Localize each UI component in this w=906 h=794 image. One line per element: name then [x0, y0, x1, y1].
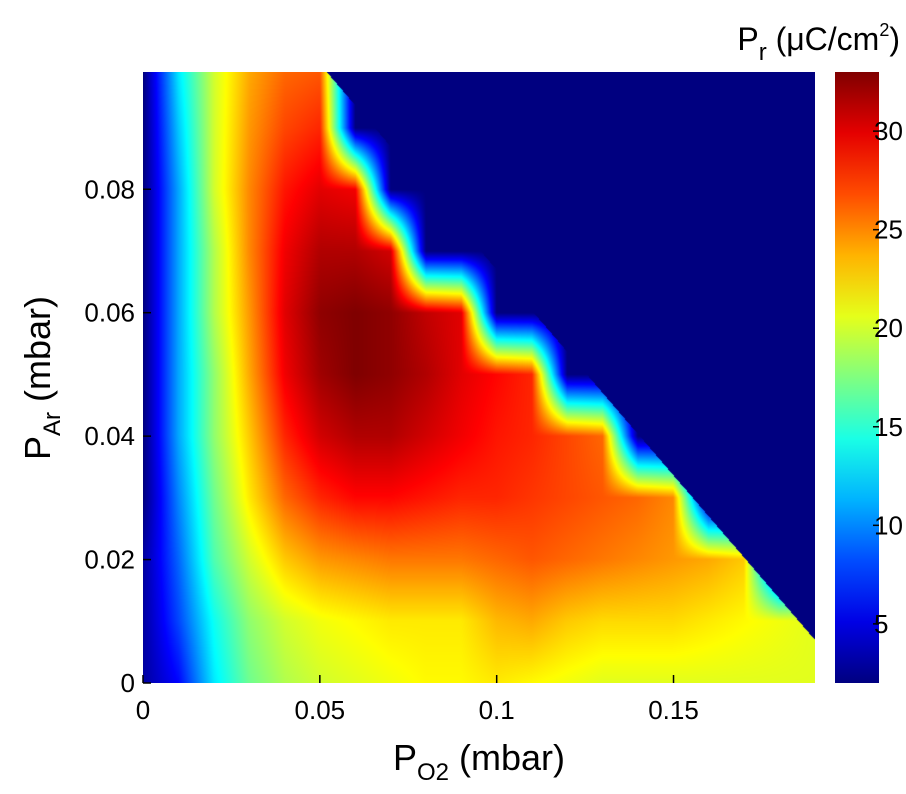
colorbar-label: Pr (μC/cm2) — [737, 20, 900, 66]
colorbar-ticks: 5 10 15 20 25 30 — [873, 116, 903, 639]
colorbar-gradient — [835, 72, 879, 683]
y-axis-label: PAr (mbar) — [17, 296, 66, 460]
colorbar-tick-label: 5 — [874, 609, 888, 639]
x-tick-label: 0.1 — [479, 695, 515, 725]
heatmap-plot-area — [143, 72, 815, 683]
y-axis-ticks: 0 0.02 0.04 0.06 0.08 — [84, 174, 151, 698]
x-tick-label: 0.05 — [295, 695, 346, 725]
colorbar-tick-label: 30 — [874, 116, 903, 146]
x-tick-label: 0 — [136, 695, 150, 725]
x-tick-label: 0.15 — [648, 695, 699, 725]
y-tick-label: 0.08 — [84, 174, 135, 204]
y-tick-label: 0.02 — [84, 545, 135, 575]
y-tick-label: 0.06 — [84, 298, 135, 328]
colorbar-tick-label: 20 — [874, 313, 903, 343]
y-tick-label: 0 — [121, 668, 135, 698]
colorbar-tick-label: 10 — [874, 510, 903, 540]
x-axis-label: PO2 (mbar) — [393, 737, 565, 786]
colorbar: 5 10 15 20 25 30 — [835, 72, 903, 683]
heatmap-surface — [143, 72, 815, 683]
x-axis-ticks: 0 0.05 0.1 0.15 — [136, 675, 699, 725]
colorbar-tick-label: 25 — [874, 215, 903, 245]
y-tick-label: 0.04 — [84, 421, 135, 451]
colorbar-tick-label: 15 — [874, 412, 903, 442]
